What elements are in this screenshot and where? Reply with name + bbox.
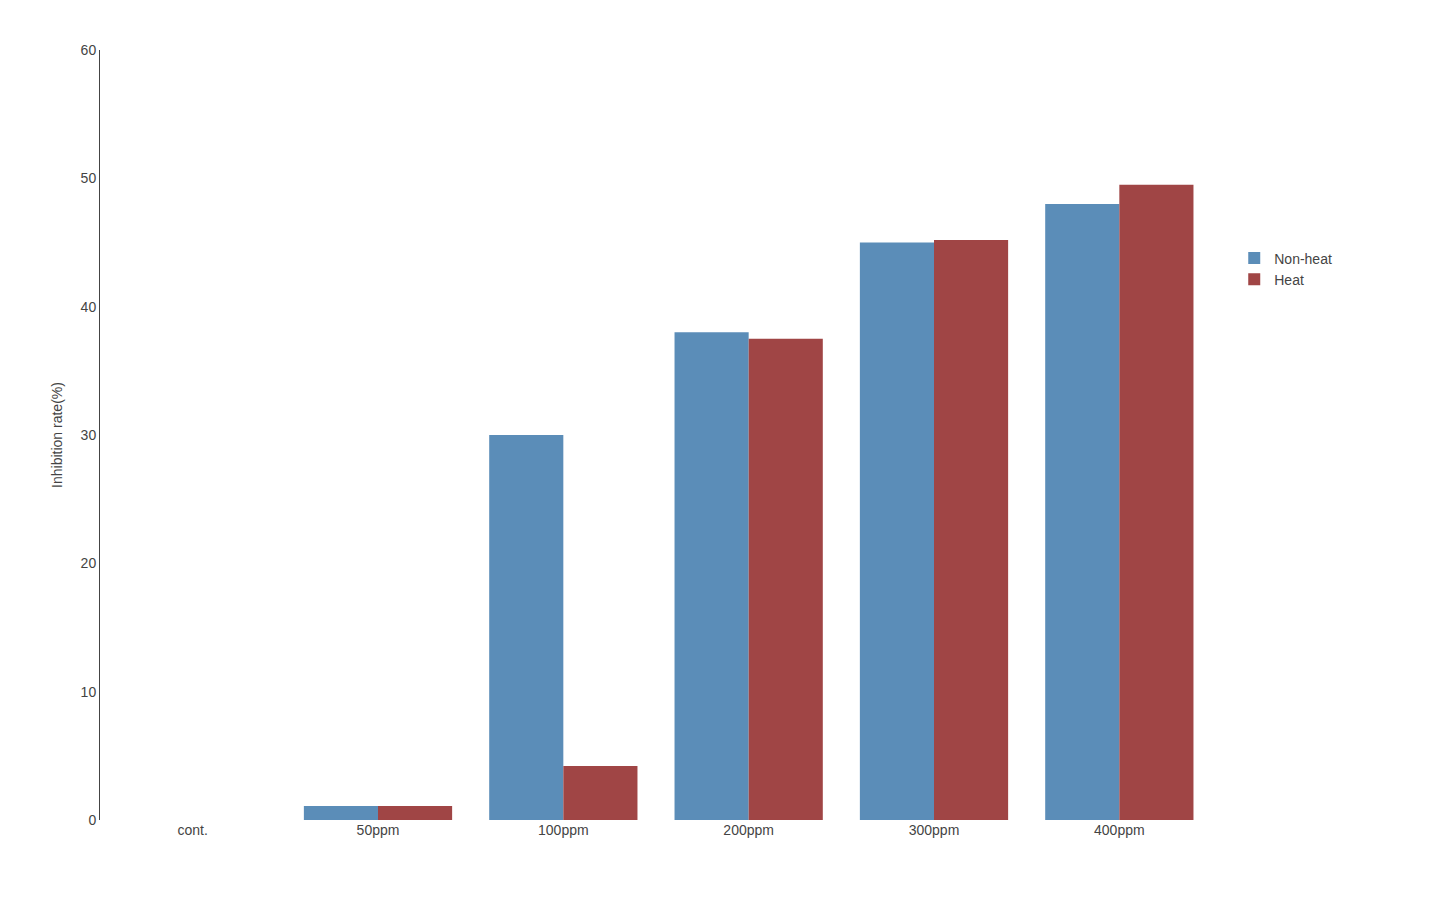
svg-text:Heat: Heat — [1274, 272, 1304, 288]
svg-text:0: 0 — [88, 812, 96, 828]
svg-text:20: 20 — [81, 555, 97, 571]
svg-text:300ppm: 300ppm — [909, 822, 960, 838]
svg-text:40: 40 — [81, 299, 97, 315]
svg-text:Inhibition rate(%): Inhibition rate(%) — [49, 382, 65, 488]
svg-text:100ppm: 100ppm — [538, 822, 589, 838]
svg-text:200ppm: 200ppm — [723, 822, 774, 838]
svg-text:60: 60 — [81, 42, 97, 58]
svg-text:10: 10 — [81, 684, 97, 700]
svg-text:Non-heat: Non-heat — [1274, 251, 1332, 267]
svg-text:30: 30 — [81, 427, 97, 443]
svg-text:400ppm: 400ppm — [1094, 822, 1145, 838]
svg-text:50: 50 — [81, 170, 97, 186]
svg-text:cont.: cont. — [177, 822, 207, 838]
svg-text:50ppm: 50ppm — [357, 822, 400, 838]
